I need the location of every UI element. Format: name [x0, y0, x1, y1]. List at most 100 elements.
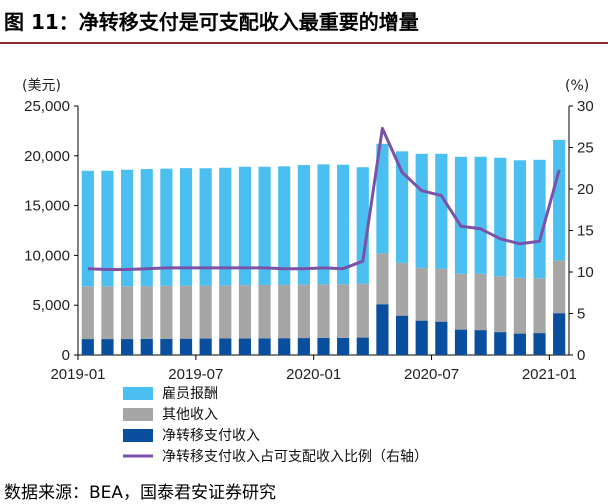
bar-compensation: [121, 169, 134, 287]
bar-other-income: [258, 284, 271, 339]
bar-compensation: [356, 167, 369, 284]
bar-other-income: [297, 284, 310, 339]
bar-compensation: [101, 170, 114, 287]
legend-other-income-label: 其他收入: [162, 407, 218, 423]
bar-compensation: [258, 166, 271, 285]
x-tick-label: 2019-01: [50, 366, 105, 383]
bar-transfers: [317, 337, 330, 355]
bar-series: [81, 139, 566, 355]
bar-other-income: [219, 285, 232, 339]
bar-other-income: [376, 253, 389, 305]
bar-other-income: [160, 285, 173, 339]
bar-transfers: [533, 333, 546, 355]
bar-transfers: [219, 338, 232, 355]
x-tick-label: 2020-01: [286, 366, 341, 383]
bar-compensation: [513, 160, 526, 278]
right-tick-label: 30: [577, 98, 594, 115]
bar-transfers: [454, 329, 468, 355]
bar-other-income: [199, 285, 212, 339]
bar-transfers: [140, 338, 153, 355]
legend-compensation-label: 雇员报酬: [162, 385, 218, 402]
bar-other-income: [81, 286, 94, 340]
figure-title: 图 11：净转移支付是可支配收入最重要的增量: [4, 10, 419, 34]
bar-other-income: [356, 283, 369, 338]
legend-transfers-label: 净转移支付收入: [162, 428, 260, 444]
bar-transfers: [415, 320, 428, 355]
bar-compensation: [219, 167, 232, 286]
right-tick-label: 20: [577, 181, 594, 198]
bar-other-income: [278, 284, 291, 339]
bar-transfers: [513, 333, 526, 355]
title-rule: [0, 42, 608, 44]
x-tick-label: 2019-07: [168, 366, 223, 383]
right-axis-unit: (%): [565, 78, 589, 94]
legend-compensation-swatch: [123, 387, 153, 400]
left-axis-unit: (美元): [22, 78, 61, 94]
bar-compensation: [238, 166, 252, 286]
bar-compensation: [553, 139, 566, 261]
right-tick-label: 5: [577, 306, 585, 323]
bar-other-income: [179, 285, 193, 339]
bar-transfers: [356, 337, 369, 355]
bar-other-income: [513, 277, 526, 334]
right-tick-label: 15: [577, 223, 594, 240]
bar-other-income: [474, 273, 487, 331]
bar-other-income: [101, 286, 114, 340]
bar-transfers: [238, 338, 252, 355]
left-tick-label: 5,000: [32, 297, 70, 314]
bar-other-income: [238, 285, 252, 339]
left-tick-label: 10,000: [24, 247, 70, 264]
line-series: [87, 126, 561, 271]
right-tick-label: 25: [577, 140, 594, 157]
bar-transfers: [160, 338, 173, 355]
bar-other-income: [140, 286, 153, 339]
bar-other-income: [435, 268, 448, 322]
bar-compensation: [435, 153, 448, 269]
bar-compensation: [278, 166, 291, 285]
bar-compensation: [415, 153, 428, 268]
bar-other-income: [553, 260, 566, 314]
bar-other-income: [337, 284, 350, 338]
bar-compensation: [376, 143, 389, 254]
bar-transfers: [278, 338, 291, 355]
bar-compensation: [494, 157, 507, 277]
bar-compensation: [297, 165, 310, 285]
x-tick-label: 2021-01: [522, 366, 577, 383]
bar-compensation: [81, 170, 94, 287]
bar-compensation: [395, 151, 409, 263]
bar-transfers: [199, 338, 212, 355]
source-note: 数据来源：BEA，国泰君安证券研究: [4, 483, 277, 503]
axes: 0 5,000 10,000 15,000 20,000 25,000 0 5 10 15 20 25…: [22, 78, 594, 383]
bar-compensation: [199, 168, 212, 286]
bar-other-income: [454, 273, 468, 330]
bar-other-income: [533, 278, 546, 334]
bar-other-income: [494, 276, 507, 333]
bar-compensation: [317, 164, 330, 285]
bar-compensation: [474, 156, 487, 274]
bar-transfers: [101, 339, 114, 355]
bar-transfers: [376, 304, 389, 355]
right-tick-label: 10: [577, 264, 594, 281]
bar-other-income: [395, 262, 409, 316]
bar-compensation: [140, 169, 153, 287]
bar-transfers: [337, 337, 350, 355]
bar-transfers: [179, 338, 193, 355]
bar-transfers: [297, 338, 310, 355]
bar-transfers: [553, 313, 566, 355]
bar-transfers: [435, 321, 448, 355]
legend-share-line-label: 净转移支付收入占可支配收入比例（右轴）: [162, 449, 428, 465]
bar-transfers: [474, 330, 487, 355]
bar-transfers: [395, 315, 409, 355]
bar-transfers: [121, 339, 134, 355]
left-tick-label: 25,000: [24, 98, 70, 115]
legend-transfers-swatch: [123, 429, 153, 442]
bar-transfers: [258, 338, 271, 355]
stacked-bar-line-chart: 0 5,000 10,000 15,000 20,000 25,000 0 5 10 15 20 25…: [22, 78, 594, 465]
bar-transfers: [494, 332, 507, 355]
bar-other-income: [317, 284, 330, 338]
bar-other-income: [415, 267, 428, 321]
left-tick-label: 15,000: [24, 198, 70, 215]
bar-compensation: [179, 168, 193, 286]
left-tick-label: 0: [62, 347, 70, 364]
